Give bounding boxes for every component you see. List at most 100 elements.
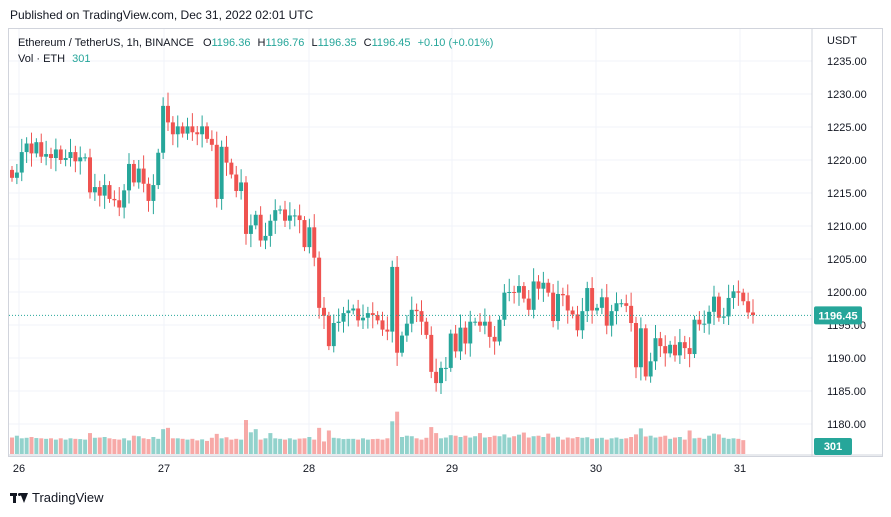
candle-body (687, 348, 692, 355)
candle-body (302, 220, 307, 248)
volume-bar (107, 438, 112, 454)
volume-bar (166, 427, 170, 454)
volume-bar (185, 439, 190, 454)
volume-bar (648, 435, 653, 454)
price-tick-label: 1200.00 (827, 287, 867, 299)
chart-frame[interactable] (8, 28, 883, 457)
candle-body (253, 214, 258, 226)
published-caption: Published on TradingView.com, Dec 31, 20… (10, 8, 314, 22)
candle-body (214, 144, 219, 199)
price-tick-label: 1210.00 (827, 221, 867, 233)
volume-bar (692, 438, 697, 454)
volume-bar (112, 439, 117, 454)
candle-body (263, 235, 268, 241)
candle-body (102, 185, 107, 196)
volume-bar (702, 438, 707, 454)
candle-body (400, 335, 404, 353)
legend-volume-value: 301 (72, 53, 91, 65)
candle-body (751, 312, 755, 316)
volume-bar (404, 435, 409, 454)
volume-bar (458, 437, 463, 454)
candle-body (24, 143, 29, 153)
date-tick-label: 29 (446, 463, 458, 475)
candle-body (624, 303, 629, 306)
volume-bar (687, 430, 692, 454)
volume-bar (726, 438, 731, 454)
volume-bar (170, 438, 175, 454)
legend-low-value: 1196.35 (317, 37, 357, 49)
candle-body (346, 310, 351, 314)
volume-bar (278, 438, 283, 454)
volume-bar (643, 436, 648, 454)
volume-bar (473, 436, 478, 454)
volume-bar (214, 433, 219, 454)
volume-bar (209, 437, 214, 454)
chart-legend: Ethereum / TetherUS, 1h, BINANCE O1196.3… (18, 35, 493, 67)
candle-body (609, 311, 614, 326)
candle-body (512, 292, 517, 293)
candle-body (414, 309, 419, 312)
candle-body (161, 105, 166, 153)
volume-bar (395, 411, 400, 454)
candle-body (716, 296, 721, 318)
legend-symbol: Ethereum / TetherUS, 1h, BINANCE (18, 37, 194, 49)
volume-bar (205, 440, 209, 454)
volume-bar (88, 433, 92, 454)
volume-bar (419, 439, 424, 454)
legend-close-label: C (363, 37, 372, 49)
candle-body (180, 126, 185, 134)
volume-bar (336, 438, 341, 454)
volume-bar (248, 432, 253, 454)
candle-body (404, 323, 409, 336)
tradingview-branding[interactable]: TradingView (10, 490, 104, 505)
candle-body (697, 319, 702, 325)
candle-body (604, 297, 609, 326)
candle-body (409, 309, 414, 324)
candle-body (653, 338, 658, 362)
volume-bar (551, 437, 556, 454)
candle-body (517, 286, 521, 293)
axis-currency-label: USDT (827, 35, 857, 47)
volume-bar (273, 438, 278, 454)
candle-body (614, 303, 619, 312)
candle-body (551, 292, 556, 322)
volume-bar (590, 438, 595, 454)
candle-body (351, 308, 356, 311)
volume-bar (575, 437, 580, 454)
volume-bar (604, 439, 609, 454)
volume-bar (268, 433, 273, 454)
volume-bar (361, 438, 365, 454)
volume-bar (292, 439, 297, 454)
volume-bar (541, 437, 546, 454)
candle-body (88, 157, 92, 193)
candle-body (424, 321, 429, 335)
volume-bar (482, 437, 487, 454)
candle-body (195, 132, 200, 135)
legend-high-label: H (257, 37, 266, 49)
volume-bar (629, 437, 634, 454)
candle-body (541, 282, 546, 289)
candle-body (492, 336, 497, 342)
candle-body (166, 105, 170, 123)
volume-bar (14, 435, 19, 454)
candle-body (658, 338, 663, 347)
candle-body (682, 342, 687, 349)
volume-bar (258, 439, 263, 454)
volume-bar (175, 438, 180, 454)
candle-body (458, 327, 463, 352)
volume-bar (58, 438, 63, 454)
candle-body (638, 328, 643, 368)
price-tick-label: 1190.00 (827, 353, 866, 365)
volume-bar (595, 438, 599, 454)
volume-bar (131, 435, 136, 454)
candle-body (526, 298, 531, 310)
volume-bar (487, 437, 492, 454)
volume-bar (439, 438, 443, 454)
candle-body (209, 138, 214, 145)
volume-bar (565, 437, 570, 454)
candle-body (429, 334, 434, 372)
candle-body (278, 209, 283, 211)
candle-body (390, 266, 395, 332)
candle-body (560, 293, 565, 296)
